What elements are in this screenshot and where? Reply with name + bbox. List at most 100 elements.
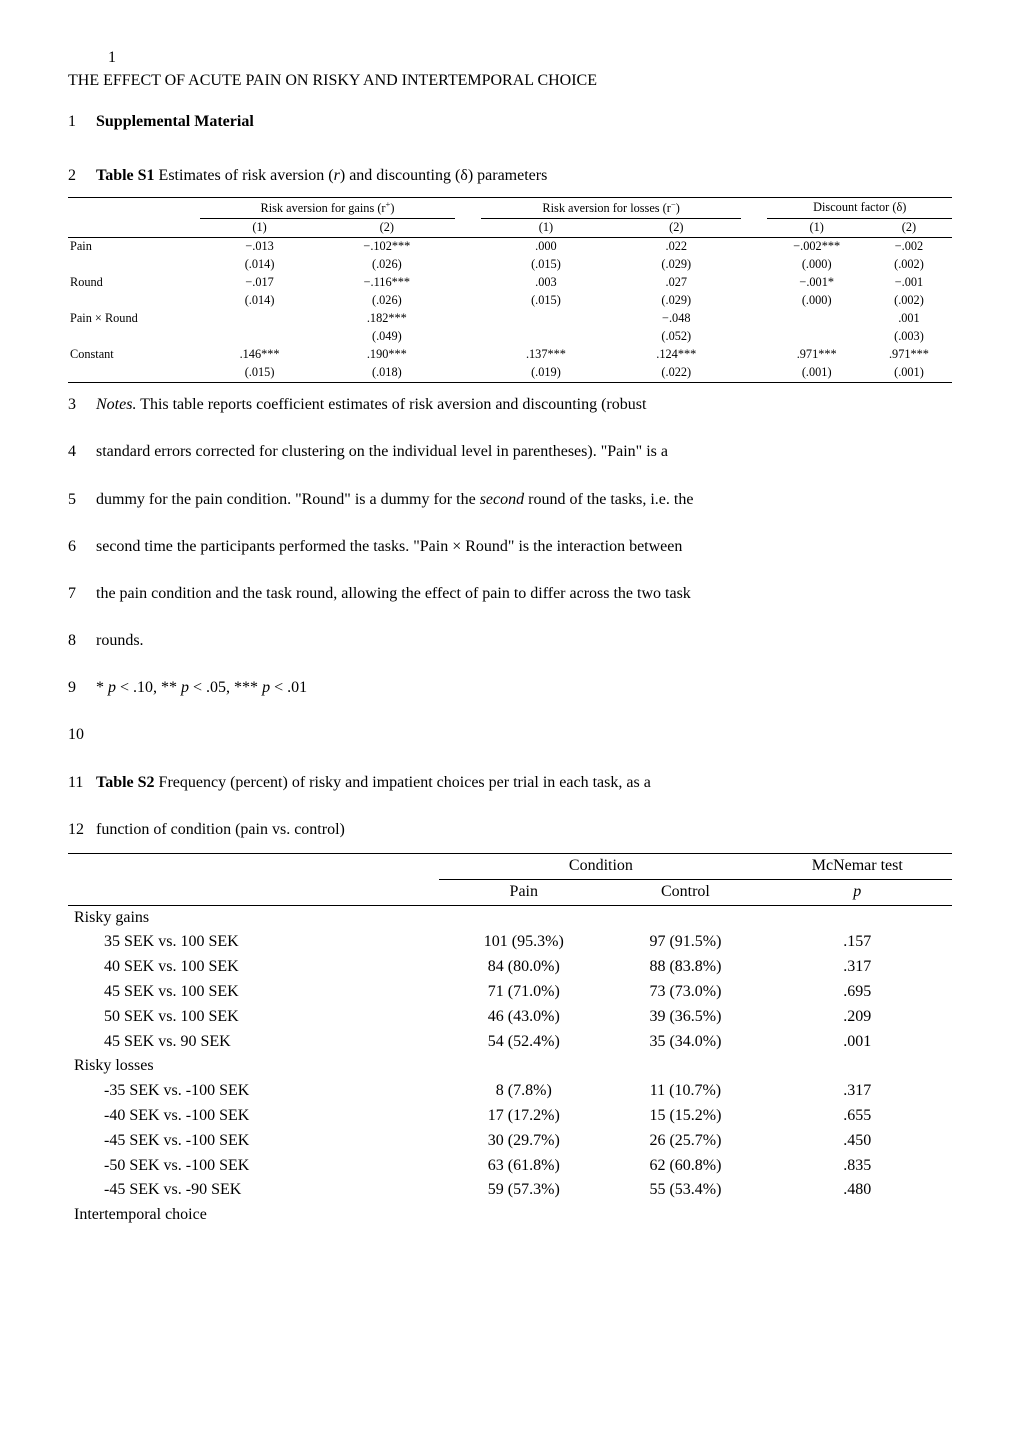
table-cell (608, 905, 762, 930)
table-cell: 88 (83.8%) (608, 955, 762, 980)
table-cell: .124*** (611, 346, 741, 364)
line-4: 4 standard errors corrected for clusteri… (68, 436, 952, 467)
table-cell: (.052) (611, 328, 741, 346)
notes-text: standard errors corrected for clustering… (96, 436, 952, 467)
table-cell: (.003) (866, 328, 952, 346)
table-section-row: Intertemporal choice (68, 1203, 952, 1228)
table-row: -45 SEK vs. -100 SEK30 (29.7%)26 (25.7%)… (68, 1129, 952, 1154)
running-title: THE EFFECT OF ACUTE PAIN ON RISKY AND IN… (68, 72, 597, 89)
table-cell: 59 (57.3%) (439, 1178, 608, 1203)
table-cell: (.019) (481, 364, 611, 382)
caption-text: Estimates of risk aversion ( (155, 167, 334, 184)
col-header-p: p (763, 879, 952, 905)
p-header: p (853, 883, 861, 900)
notes-text: dummy for the pain condition. "Round" is… (96, 484, 952, 515)
table-cell: −.102*** (319, 238, 455, 256)
notes-text: Notes. This table reports coefficient es… (96, 389, 952, 420)
line-number: 7 (68, 584, 96, 605)
line-11: 11 Table S2 Frequency (percent) of risky… (68, 767, 952, 798)
row-label: 50 SEK vs. 100 SEK (68, 1005, 439, 1030)
table-cell: .022 (611, 238, 741, 256)
table-cell: (.014) (200, 256, 319, 274)
group-header-text: Risk aversion for gains (r (261, 201, 386, 215)
spacer-cell (741, 328, 767, 346)
spacer-cell (455, 364, 481, 382)
line-number: 1 (68, 112, 96, 133)
line-number: 5 (68, 490, 96, 511)
table-row: Condition McNemar test (68, 854, 952, 880)
table-cell: (.015) (200, 364, 319, 382)
table-cell: (.000) (767, 292, 865, 310)
table-row: Pain Control p (68, 879, 952, 905)
running-head: 1 THE EFFECT OF ACUTE PAIN ON RISKY AND … (68, 48, 952, 92)
subheader: (2) (866, 219, 952, 238)
table-cell (767, 310, 865, 328)
line-1: 1 Supplemental Material (68, 106, 952, 151)
table-section-row: Risky losses (68, 1054, 952, 1079)
table-cell: (.014) (200, 292, 319, 310)
table-cell: 15 (15.2%) (608, 1104, 762, 1129)
table-cell: 8 (7.8%) (439, 1079, 608, 1104)
notes-body: This table reports coefficient estimates… (136, 396, 646, 413)
row-label: -40 SEK vs. -100 SEK (68, 1104, 439, 1129)
table-cell: (.015) (481, 256, 611, 274)
table-cell (481, 310, 611, 328)
table-cell: .027 (611, 274, 741, 292)
col-group-mcnemar: McNemar test (763, 854, 952, 880)
table-row: -50 SEK vs. -100 SEK63 (61.8%)62 (60.8%)… (68, 1154, 952, 1179)
table-cell: .137*** (481, 346, 611, 364)
subheader: (2) (611, 219, 741, 238)
line-number: 8 (68, 631, 96, 652)
table-row: 35 SEK vs. 100 SEK101 (95.3%)97 (91.5%).… (68, 930, 952, 955)
group-header-text: Risk aversion for losses (r (542, 201, 670, 215)
sig-text: < .01 (270, 679, 307, 696)
table-cell: (.049) (319, 328, 455, 346)
line-number: 4 (68, 442, 96, 463)
notes-emph: second (480, 491, 524, 508)
sig-p: p (262, 679, 270, 696)
spacer-cell (741, 256, 767, 274)
table-cell (763, 905, 952, 930)
table-cell: −.002*** (767, 238, 865, 256)
table-row: Constant.146***.190***.137***.124***.971… (68, 346, 952, 364)
table-cell: 73 (73.0%) (608, 980, 762, 1005)
table-cell: 17 (17.2%) (439, 1104, 608, 1129)
sig-text: < .10, ** (116, 679, 181, 696)
row-label (68, 364, 200, 382)
table-row: (.049) (.052) (.003) (68, 328, 952, 346)
table-cell: .157 (763, 930, 952, 955)
table-cell: 54 (52.4%) (439, 1030, 608, 1055)
table-row: 50 SEK vs. 100 SEK46 (43.0%)39 (36.5%).2… (68, 1005, 952, 1030)
sig-text: * (96, 679, 108, 696)
table-cell: −.002 (866, 238, 952, 256)
spacer-cell (741, 292, 767, 310)
spacer-cell (741, 274, 767, 292)
table-cell: 35 (34.0%) (608, 1030, 762, 1055)
line-number: 2 (68, 166, 96, 187)
caption-label: Table S2 (96, 774, 155, 791)
table-cell: −.013 (200, 238, 319, 256)
table-row: -40 SEK vs. -100 SEK17 (17.2%)15 (15.2%)… (68, 1104, 952, 1129)
row-label (68, 328, 200, 346)
table-cell (481, 328, 611, 346)
caption-text: Frequency (percent) of risky and impatie… (155, 774, 651, 791)
sig-p: p (181, 679, 189, 696)
table-cell: (.026) (319, 292, 455, 310)
table-cell: (.026) (319, 256, 455, 274)
table-cell: .835 (763, 1154, 952, 1179)
table-row: -45 SEK vs. -90 SEK59 (57.3%)55 (53.4%).… (68, 1178, 952, 1203)
table-cell: 101 (95.3%) (439, 930, 608, 955)
table-cell (763, 1054, 952, 1079)
section-label: Intertemporal choice (68, 1203, 439, 1228)
line-8: 8 rounds. (68, 625, 952, 656)
table-cell: −.001 (866, 274, 952, 292)
table-cell (608, 1203, 762, 1228)
row-label: 35 SEK vs. 100 SEK (68, 930, 439, 955)
line-7: 7 the pain condition and the task round,… (68, 578, 952, 609)
table-cell: −.116*** (319, 274, 455, 292)
table-cell: 97 (91.5%) (608, 930, 762, 955)
table-cell: .695 (763, 980, 952, 1005)
line-9: 9 * p < .10, ** p < .05, *** p < .01 (68, 672, 952, 703)
table-s1-caption: Table S1 Estimates of risk aversion (r) … (96, 166, 952, 187)
caption-label: Table S1 (96, 167, 155, 184)
